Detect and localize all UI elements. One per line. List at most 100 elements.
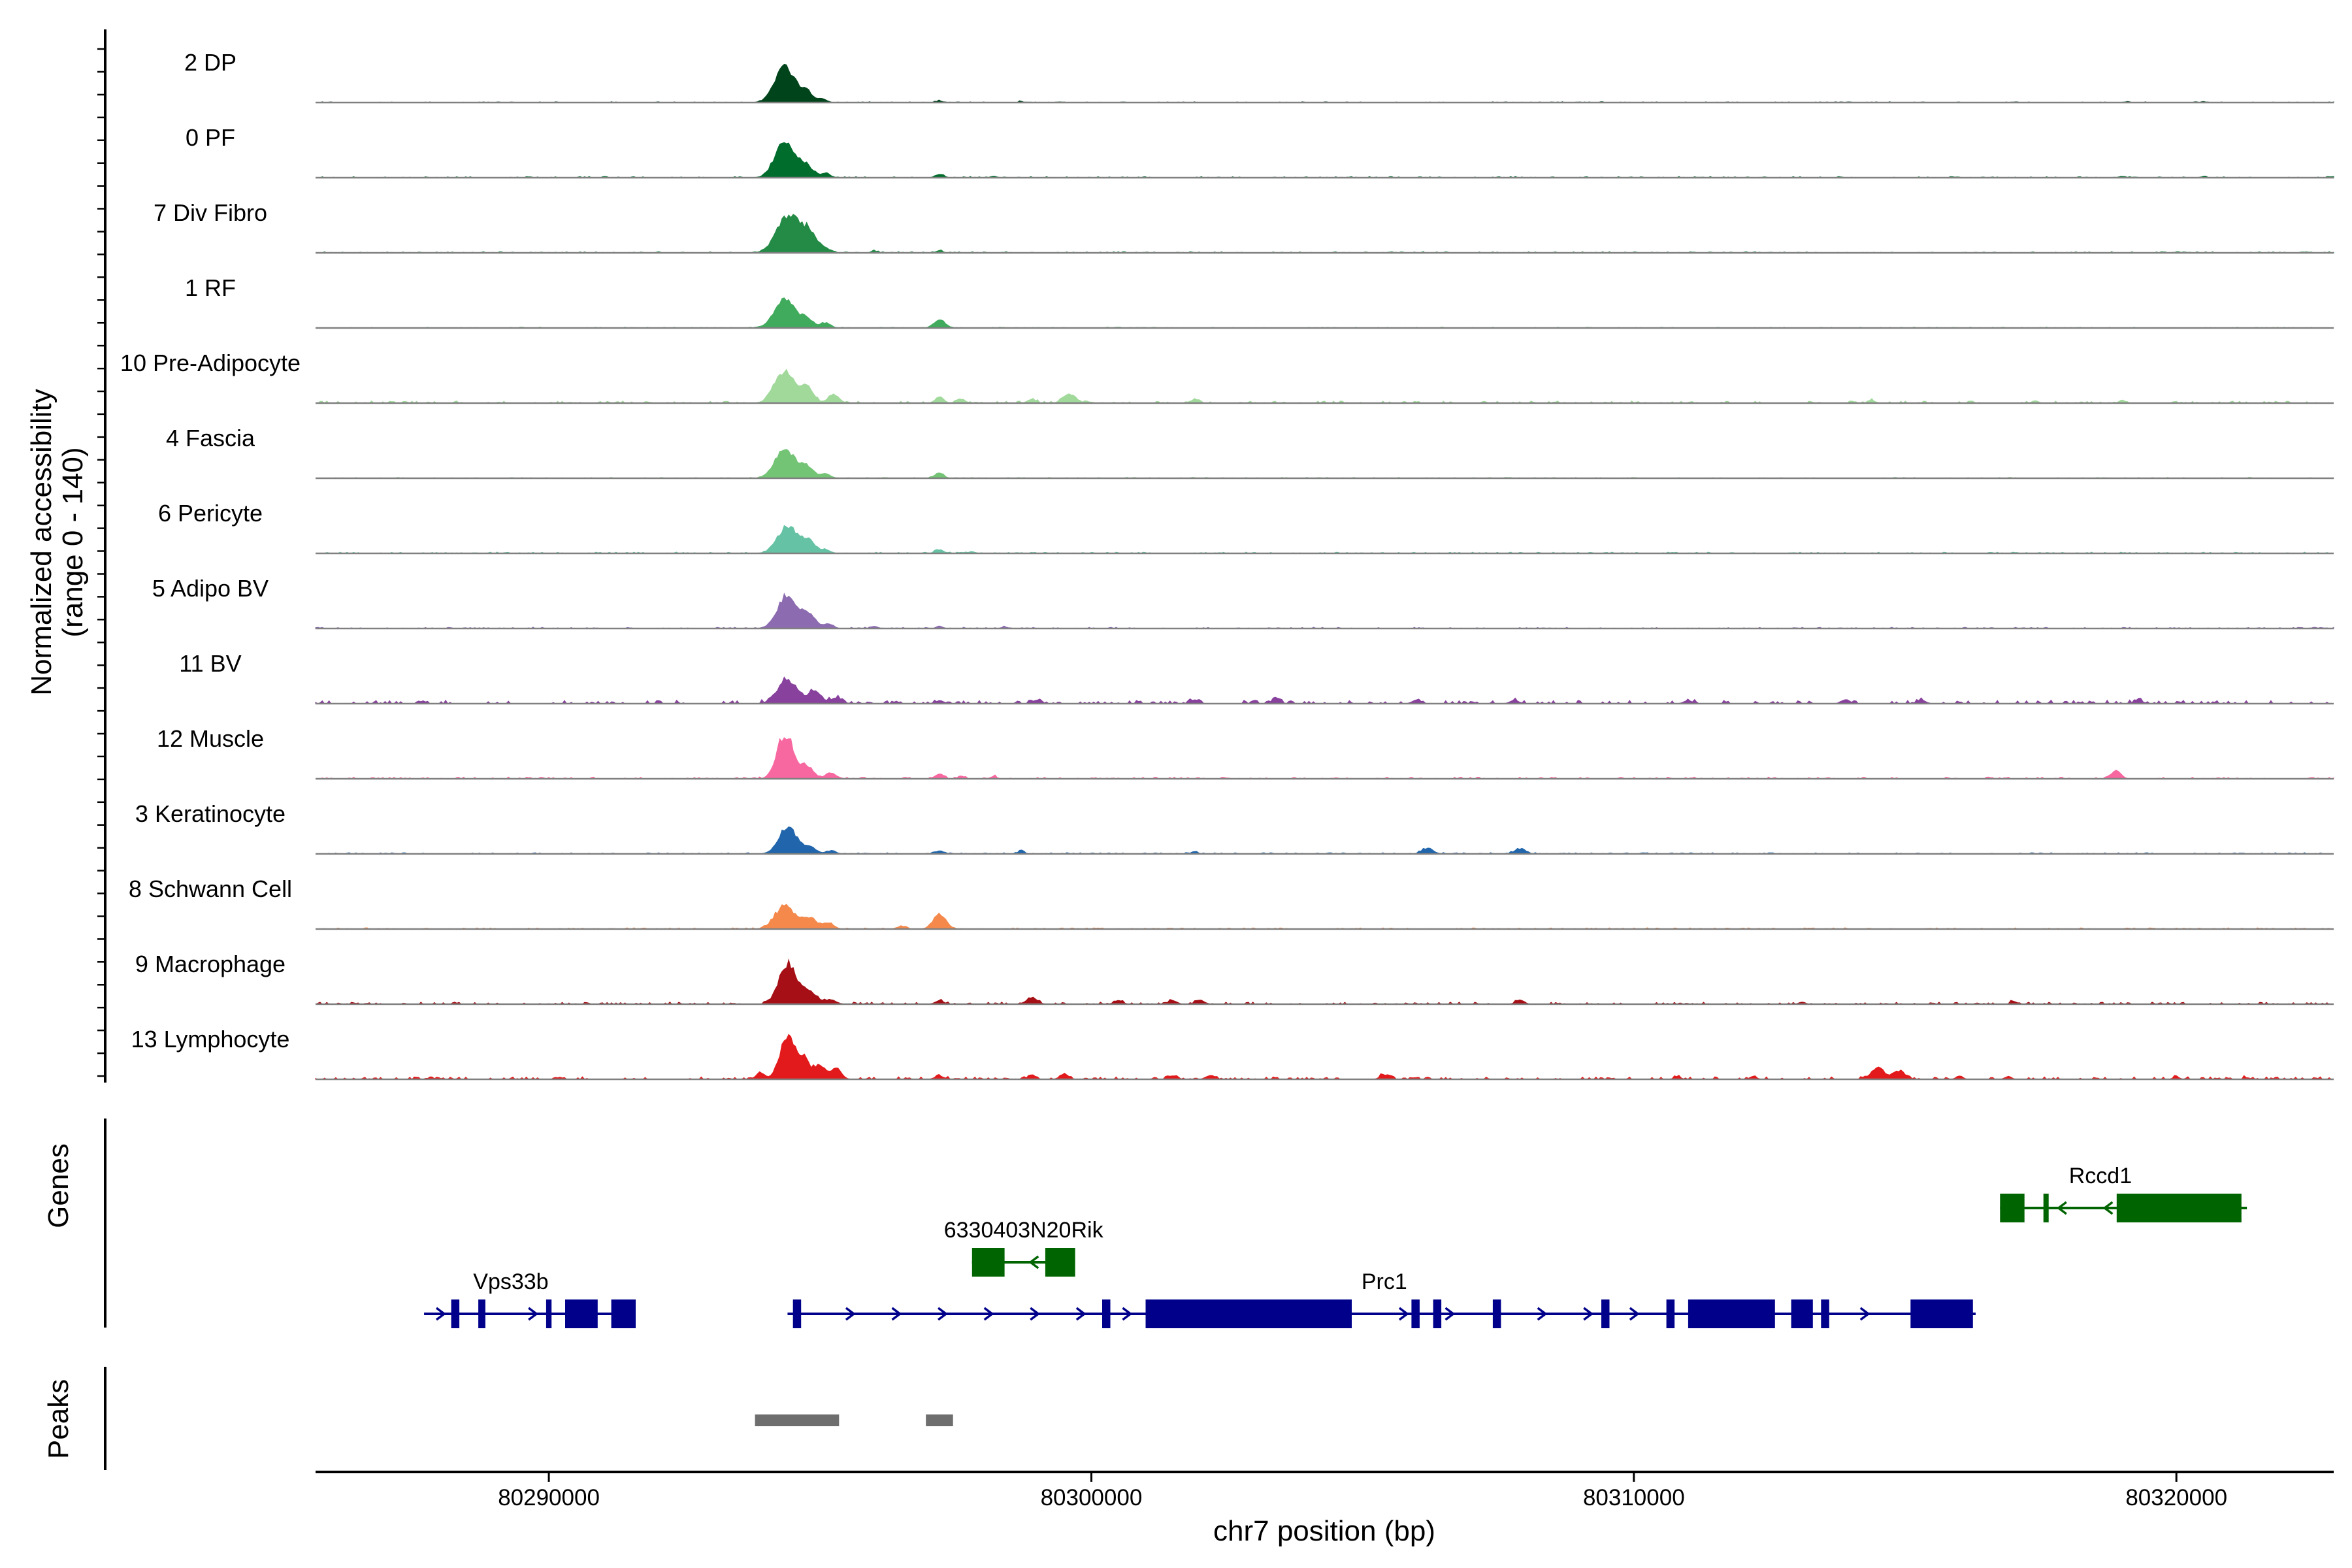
track-1-rf: 1 RF [185,274,2334,329]
track-label: 11 BV [179,650,241,677]
gene-label: 6330403N20Rik [944,1218,1104,1243]
strand-arrow-icon [1537,1307,1548,1321]
coverage-area [315,958,2334,1005]
y-axis-title-line1: Normalized accessibility [25,389,57,695]
x-axis-position: 80290000 80300000 80310000 80320000 [316,1471,2334,1511]
gene-label: Prc1 [1362,1269,1407,1294]
strand-arrow-icon [1122,1307,1133,1321]
track-label: 8 Schwann Cell [129,875,292,902]
gene-label: Vps33b [473,1269,548,1294]
coverage-area [316,142,2334,178]
coverage-area [316,63,2334,103]
coverage-area [316,904,2334,930]
gene-rccd1: Rccd1 [2000,1164,2247,1222]
genes-panel: Vps33b Prc1 6330403N20Rik Rccd1 [104,1119,2247,1328]
y-axis-title-line2: (range 0 - 140) [57,447,89,637]
gene-exon [1102,1299,1111,1328]
genes-panel-label: Genes [42,1143,74,1228]
strand-arrow-icon [1030,1307,1041,1321]
gene-exon [611,1299,636,1328]
x-axis-title: chr7 position (bp) [1213,1515,1435,1547]
gene-exon [2043,1194,2049,1222]
gene-exon [1910,1299,1973,1328]
strand-arrow-icon [2102,1201,2114,1215]
strand-arrow-icon [1398,1307,1409,1321]
track-label: 6 Pericyte [158,500,263,527]
gene-exon [972,1248,1005,1277]
strand-arrow-icon [938,1307,949,1321]
gene-exon [478,1299,485,1328]
x-tick-label: 80300000 [1041,1485,1143,1511]
gene-6330403n20rik: 6330403N20Rik [944,1218,1104,1277]
track-0-pf: 0 PF [186,124,2334,179]
coverage-area [315,1034,2334,1080]
peaks-panel-label: Peaks [42,1379,74,1459]
strand-arrow-icon [1629,1307,1640,1321]
track-10-pre-adipocyte: 10 Pre-Adipocyte [120,350,2334,404]
gene-prc1: Prc1 [787,1269,1976,1328]
gene-exon [1791,1299,1813,1328]
track-label: 5 Adipo BV [152,575,269,602]
coverage-tracks: 2 DP 0 PF 7 Div Fibro 1 RF 10 Pre-Adipocyte 4… [120,49,2334,1081]
track-13-lymphocyte: 13 Lymphocyte [131,1026,2334,1081]
y-axis-accessibility [97,29,106,1083]
track-label: 1 RF [185,274,236,301]
coverage-area [316,737,2334,779]
gene-exon [2116,1194,2242,1222]
track-8-schwann-cell: 8 Schwann Cell [129,875,2334,930]
coverage-area [316,449,2334,479]
coverage-area [316,214,2334,253]
strand-arrow-icon [983,1307,994,1321]
gene-exon [1145,1299,1352,1328]
gene-exon [1601,1299,1610,1328]
coverage-area [315,593,2334,629]
coverage-area [316,826,2334,855]
gene-vps33b: Vps33b [424,1269,636,1328]
strand-arrow-icon [1583,1307,1594,1321]
strand-arrow-icon [2056,1201,2067,1215]
gene-exon [1688,1299,1775,1328]
gene-exon [792,1299,802,1328]
peak-region [926,1414,953,1426]
gene-exon [1492,1299,1501,1328]
gene-exon [565,1299,598,1328]
strand-arrow-icon [528,1307,539,1321]
track-7-div-fibro: 7 Div Fibro [154,199,2334,254]
track-12-muscle: 12 Muscle [157,725,2334,780]
track-4-fascia: 4 Fascia [166,425,2334,480]
track-label: 7 Div Fibro [154,199,267,226]
x-tick-label: 80290000 [498,1485,600,1511]
peaks-panel [104,1367,953,1470]
track-9-macrophage: 9 Macrophage [135,951,2334,1005]
coverage-area [315,676,2334,704]
gene-exon [1411,1299,1420,1328]
coverage-area [316,297,2334,329]
strand-arrow-icon [845,1307,856,1321]
track-label: 4 Fascia [166,425,255,451]
strand-arrow-icon [1445,1307,1456,1321]
track-label: 9 Macrophage [135,951,286,977]
peak-region [755,1414,840,1426]
strand-arrow-icon [435,1307,446,1321]
track-label: 0 PF [186,124,235,151]
coverage-area [316,525,2334,554]
gene-exon [1666,1299,1675,1328]
gene-exon [451,1299,460,1328]
gene-exon [1821,1299,1829,1328]
track-label: 3 Keratinocyte [135,800,286,827]
track-label: 10 Pre-Adipocyte [120,350,301,376]
strand-arrow-icon [1859,1307,1870,1321]
strand-arrow-icon [1075,1307,1086,1321]
strand-arrow-icon [1028,1255,1039,1269]
track-2-dp: 2 DP [184,49,2334,104]
gene-exon [1045,1248,1075,1277]
gene-exon [546,1299,552,1328]
track-5-adipo-bv: 5 Adipo BV [152,575,2334,630]
track-11-bv: 11 BV [179,650,2334,705]
coverage-area [316,368,2334,404]
gene-exon [2000,1194,2025,1222]
x-tick-label: 80310000 [1583,1485,1685,1511]
strand-arrow-icon [891,1307,902,1321]
track-label: 13 Lymphocyte [131,1026,290,1053]
